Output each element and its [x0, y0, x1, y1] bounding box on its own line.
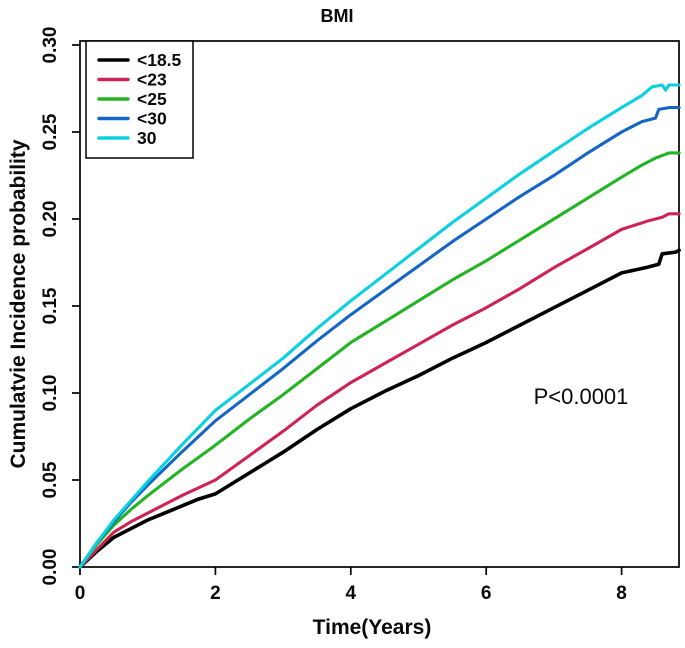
series-line-3 [78, 151, 681, 569]
plot-frame [79, 40, 680, 568]
legend-item-label: 30 [137, 128, 157, 148]
y-axis-tick-label: 0.00 [40, 549, 61, 586]
y-axis-tick-label: 0.10 [40, 375, 61, 412]
series-line-1 [78, 248, 681, 569]
p-value-annotation: P<0.0001 [534, 384, 629, 409]
y-axis-tick-label: 0.20 [40, 201, 61, 238]
legend-item-label: <30 [137, 109, 167, 129]
x-axis-tick-label: 8 [616, 583, 627, 604]
legend-item-label: <25 [137, 89, 167, 109]
legend-item-label: <18.5 [137, 50, 182, 70]
x-axis-tick-label: 2 [210, 583, 221, 604]
y-axis-tick-label: 0.15 [40, 287, 61, 324]
series-line-2 [78, 212, 681, 569]
x-axis-tick-label: 4 [346, 583, 357, 604]
series-line-4 [78, 106, 681, 569]
y-axis-label: Cumulatvie Incidence probability [7, 139, 30, 468]
x-axis-tick-label: 0 [75, 583, 86, 604]
x-axis-label: Time(Years) [313, 616, 432, 639]
series-line-5 [78, 83, 681, 569]
x-axis-tick-label: 6 [481, 583, 492, 604]
y-axis-tick-label: 0.05 [40, 461, 61, 498]
y-axis-tick-label: 0.30 [40, 27, 61, 64]
legend-item-label: <23 [137, 70, 167, 90]
y-axis-tick-label: 0.25 [40, 113, 61, 150]
chart-title: BMI [321, 6, 354, 26]
